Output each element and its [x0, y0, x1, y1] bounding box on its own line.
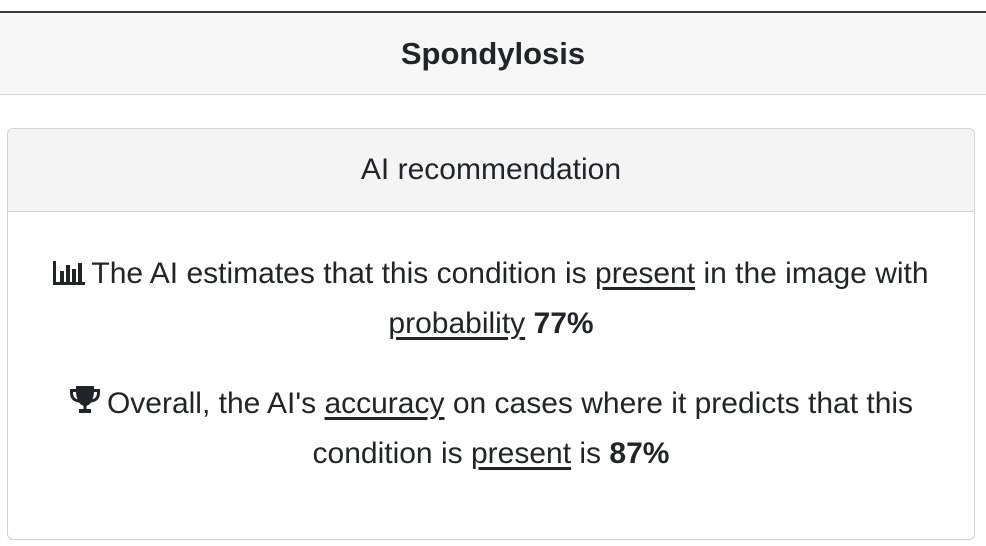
probability-middle: in the image with — [703, 257, 929, 290]
accuracy-prefix: Overall, the AI's — [106, 387, 317, 420]
top-divider — [0, 11, 986, 13]
accuracy-middle: on cases where it predicts that this con… — [312, 387, 914, 470]
probability-prefix: The AI estimates that this condition is — [91, 257, 587, 290]
accuracy-value: 87% — [609, 437, 670, 470]
ai-recommendation-card: AI recommendation The AI estimates that … — [7, 128, 975, 540]
card-header: AI recommendation — [8, 129, 974, 212]
accuracy-present-link[interactable]: present — [470, 437, 572, 470]
trophy-icon — [69, 382, 101, 430]
probability-term-link[interactable]: probability — [388, 307, 526, 340]
accuracy-statement: Overall, the AI's accuracy on cases wher… — [38, 380, 944, 478]
card-body: The AI estimates that this condition is … — [8, 212, 974, 478]
accuracy-connector: is — [579, 437, 602, 470]
probability-value: 77% — [533, 307, 594, 340]
bar-chart-icon — [53, 252, 86, 300]
page-title: Spondylosis — [400, 35, 586, 71]
card-title: AI recommendation — [360, 153, 622, 186]
accuracy-term-link[interactable]: accuracy — [324, 387, 445, 420]
probability-statement: The AI estimates that this condition is … — [38, 250, 944, 348]
present-status-link[interactable]: present — [595, 257, 696, 290]
title-bar: Spondylosis — [0, 13, 986, 95]
